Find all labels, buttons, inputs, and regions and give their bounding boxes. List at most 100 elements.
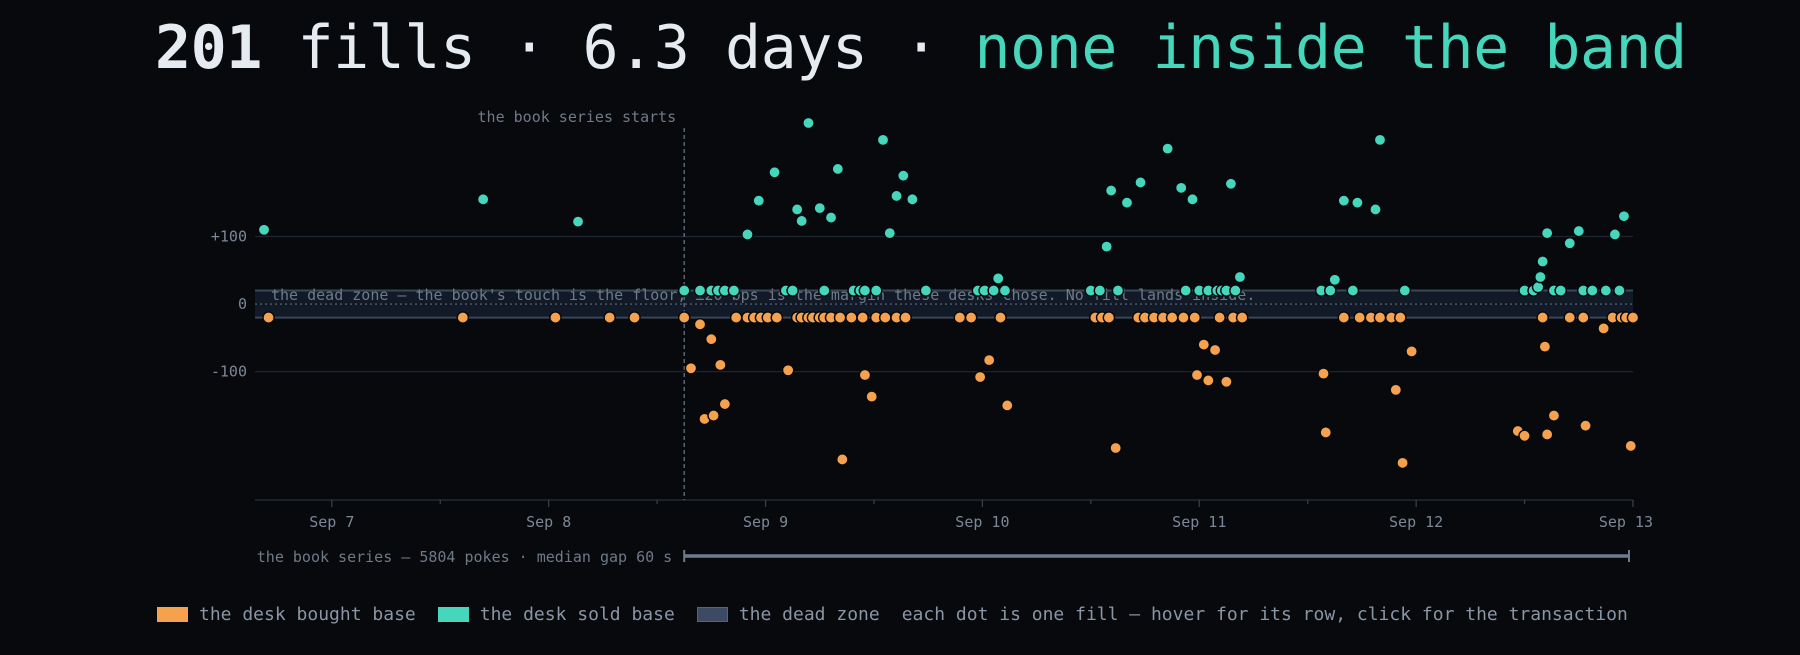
bought-fill-dot[interactable] (1389, 383, 1403, 397)
sold-fill-dot[interactable] (1572, 224, 1586, 238)
bought-fill-dot[interactable] (262, 311, 275, 324)
sold-fill-dot[interactable] (1104, 184, 1118, 197)
bought-fill-dot[interactable] (1579, 419, 1592, 432)
sold-fill-dot[interactable] (1554, 284, 1568, 297)
bought-fill-dot[interactable] (603, 311, 616, 324)
sold-fill-dot[interactable] (802, 116, 815, 130)
bought-fill-dot[interactable] (707, 409, 720, 422)
bought-fill-dot[interactable] (1353, 311, 1366, 324)
bought-fill-dot[interactable] (858, 368, 872, 382)
bought-fill-dot[interactable] (845, 311, 858, 324)
sold-fill-dot[interactable] (752, 194, 766, 207)
bought-fill-dot[interactable] (549, 311, 562, 324)
sold-fill-dot[interactable] (1586, 284, 1599, 297)
sold-fill-dot[interactable] (1323, 284, 1337, 297)
sold-fill-dot[interactable] (883, 226, 897, 240)
bought-fill-dot[interactable] (1518, 429, 1531, 443)
sold-fill-dot[interactable] (1373, 133, 1387, 147)
bought-fill-dot[interactable] (1190, 368, 1204, 382)
bought-fill-dot[interactable] (973, 370, 987, 384)
bought-fill-dot[interactable] (1624, 439, 1638, 453)
bought-fill-dot[interactable] (770, 311, 784, 324)
bought-fill-dot[interactable] (1405, 345, 1418, 358)
bought-fill-dot[interactable] (994, 311, 1007, 324)
bought-fill-dot[interactable] (964, 311, 978, 324)
bought-fill-dot[interactable] (1540, 428, 1554, 441)
bought-fill-dot[interactable] (1536, 311, 1549, 324)
sold-fill-dot[interactable] (831, 162, 845, 176)
sold-fill-dot[interactable] (1351, 196, 1364, 210)
bought-fill-dot[interactable] (1597, 322, 1610, 335)
sold-fill-dot[interactable] (677, 284, 691, 297)
bought-fill-dot[interactable] (1235, 311, 1249, 324)
bought-fill-dot[interactable] (1373, 311, 1387, 324)
bought-fill-dot[interactable] (1317, 367, 1330, 380)
sold-fill-dot[interactable] (1534, 270, 1547, 284)
sold-fill-dot[interactable] (890, 189, 903, 203)
bought-fill-dot[interactable] (781, 363, 795, 377)
sold-fill-dot[interactable] (1531, 280, 1545, 294)
sold-fill-dot[interactable] (1134, 176, 1147, 189)
sold-fill-dot[interactable] (987, 284, 1000, 297)
sold-fill-dot[interactable] (991, 272, 1005, 285)
bought-fill-dot[interactable] (982, 353, 996, 367)
sold-fill-dot[interactable] (1563, 236, 1577, 250)
sold-fill-dot[interactable] (1093, 284, 1107, 297)
sold-fill-dot[interactable] (858, 284, 872, 297)
sold-fill-dot[interactable] (1369, 203, 1382, 216)
sold-fill-dot[interactable] (824, 211, 838, 224)
sold-fill-dot[interactable] (1186, 193, 1199, 206)
bought-fill-dot[interactable] (705, 332, 718, 346)
sold-fill-dot[interactable] (1328, 273, 1342, 287)
bought-fill-dot[interactable] (693, 318, 707, 331)
sold-fill-dot[interactable] (1100, 240, 1113, 253)
sold-fill-dot[interactable] (897, 169, 910, 182)
bought-fill-dot[interactable] (856, 311, 869, 324)
bought-fill-dot[interactable] (836, 453, 849, 466)
sold-fill-dot[interactable] (1540, 226, 1554, 240)
bought-fill-dot[interactable] (1000, 399, 1014, 412)
bought-fill-dot[interactable] (729, 311, 743, 324)
sold-fill-dot[interactable] (906, 193, 919, 206)
sold-fill-dot[interactable] (476, 193, 490, 206)
bought-fill-dot[interactable] (953, 311, 967, 324)
bought-fill-dot[interactable] (865, 390, 879, 403)
sold-fill-dot[interactable] (1337, 194, 1351, 207)
bought-fill-dot[interactable] (1188, 311, 1202, 324)
sold-fill-dot[interactable] (1398, 284, 1412, 297)
sold-fill-dot[interactable] (257, 223, 271, 237)
sold-fill-dot[interactable] (1599, 284, 1613, 297)
sold-fill-dot[interactable] (1536, 255, 1549, 268)
bought-fill-dot[interactable] (714, 358, 727, 372)
bought-fill-dot[interactable] (878, 311, 892, 324)
bought-fill-dot[interactable] (628, 311, 641, 324)
bought-fill-dot[interactable] (1396, 456, 1409, 470)
bought-fill-dot[interactable] (1208, 343, 1222, 357)
sold-fill-dot[interactable] (813, 201, 827, 215)
bought-fill-dot[interactable] (1337, 311, 1351, 324)
sold-fill-dot[interactable] (1346, 284, 1360, 297)
bought-fill-dot[interactable] (1626, 311, 1640, 324)
bought-fill-dot[interactable] (1563, 311, 1577, 324)
sold-fill-dot[interactable] (1229, 284, 1242, 297)
sold-fill-dot[interactable] (786, 284, 799, 297)
sold-fill-dot[interactable] (998, 284, 1012, 297)
bought-fill-dot[interactable] (456, 311, 470, 324)
sold-fill-dot[interactable] (693, 284, 707, 297)
sold-fill-dot[interactable] (919, 284, 933, 297)
bought-fill-dot[interactable] (1577, 311, 1590, 324)
bought-fill-dot[interactable] (1538, 340, 1552, 353)
bought-fill-dot[interactable] (1177, 311, 1190, 324)
bought-fill-dot[interactable] (1547, 409, 1561, 422)
bought-fill-dot[interactable] (1197, 338, 1211, 351)
bought-fill-dot[interactable] (899, 311, 912, 324)
fill-dots[interactable] (257, 116, 1640, 470)
sold-fill-dot[interactable] (869, 284, 883, 297)
bought-fill-dot[interactable] (1220, 375, 1233, 389)
sold-fill-dot[interactable] (1174, 181, 1188, 195)
bought-fill-dot[interactable] (1109, 441, 1122, 455)
sold-fill-dot[interactable] (817, 284, 831, 297)
bought-fill-dot[interactable] (718, 397, 732, 411)
sold-fill-dot[interactable] (1617, 209, 1631, 223)
sold-fill-dot[interactable] (790, 203, 804, 216)
